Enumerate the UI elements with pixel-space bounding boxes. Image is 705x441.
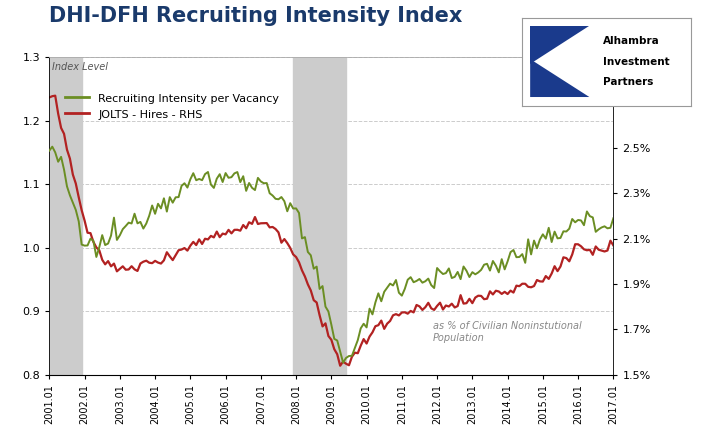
Bar: [293, 57, 346, 375]
Text: Alhambra: Alhambra: [603, 37, 660, 46]
Text: as % of Civilian Noninstutional
Population: as % of Civilian Noninstutional Populati…: [433, 321, 582, 343]
Polygon shape: [530, 26, 589, 64]
Polygon shape: [539, 35, 581, 88]
Text: Investment: Investment: [603, 57, 670, 67]
Bar: [49, 57, 82, 375]
Text: Partners: Partners: [603, 77, 654, 87]
Text: Index Level: Index Level: [52, 62, 108, 72]
Text: DHI-DFH Recruiting Intensity Index: DHI-DFH Recruiting Intensity Index: [49, 7, 462, 26]
Polygon shape: [530, 59, 589, 97]
Legend: Recruiting Intensity per Vacancy, JOLTS - Hires - RHS: Recruiting Intensity per Vacancy, JOLTS …: [61, 88, 284, 124]
